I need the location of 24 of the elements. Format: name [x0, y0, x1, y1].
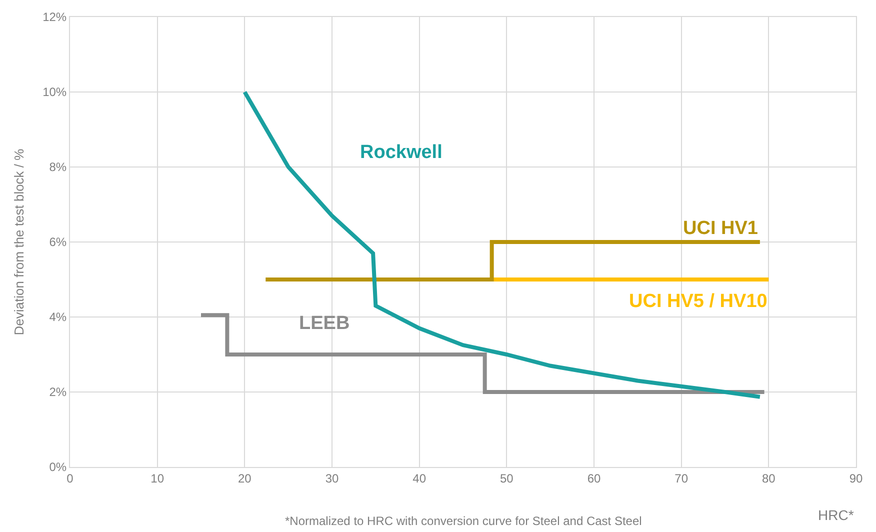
y-tick-label: 2%: [49, 385, 67, 400]
text: *Normalized to HRC with conversion curve for Steel and Cast Steel: [285, 514, 642, 528]
x-tick-label: 40: [412, 471, 426, 486]
x-tick-label: 50: [500, 471, 514, 486]
x-tick-label: 70: [674, 471, 688, 486]
y-tick-label: 8%: [49, 160, 67, 174]
x-tick-label: 20: [238, 471, 252, 486]
y-tick-label: 0%: [49, 460, 67, 474]
y-axis-title: Deviation from the test block / %: [12, 148, 27, 336]
y-tick-label: 6%: [49, 235, 67, 250]
x-tick-label: 80: [762, 471, 776, 486]
y-tick-label: 10%: [42, 85, 67, 100]
x-axis-title: HRC*: [818, 507, 854, 523]
x-tick-label: 30: [325, 471, 339, 486]
y-tick-label: 4%: [49, 310, 67, 324]
y-tick-label: 12%: [42, 10, 67, 24]
x-tick-label: 10: [150, 471, 164, 486]
series-label: UCI HV1: [683, 218, 758, 239]
series-label: LEEB: [299, 313, 350, 334]
text: Rockwell: [360, 142, 442, 163]
x-tick-label: 60: [587, 471, 601, 486]
x-tick-label: 0: [66, 471, 74, 486]
x-tick-label: 90: [849, 471, 863, 486]
series-label: UCI HV5 / HV10: [629, 291, 768, 312]
